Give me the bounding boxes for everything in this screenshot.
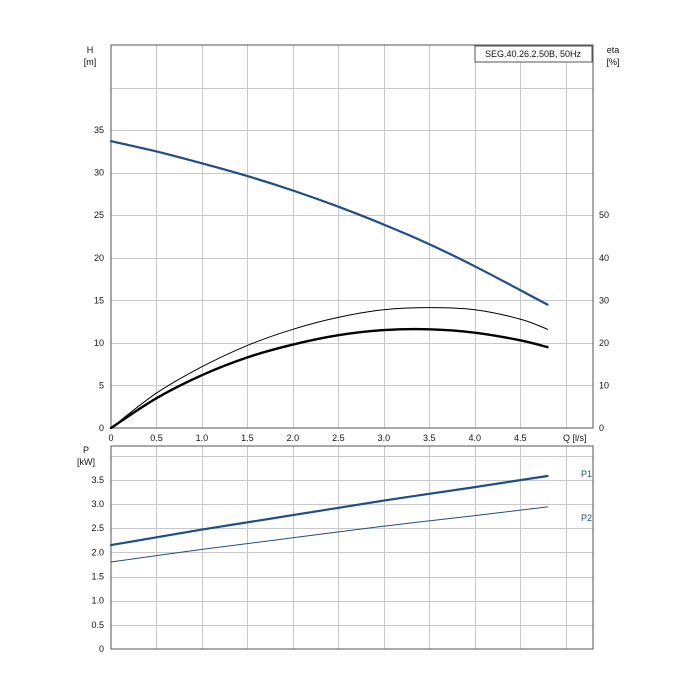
power-tick-label: 2.5 xyxy=(91,523,104,533)
eta-tick-label: 30 xyxy=(599,295,609,305)
p2-series-label: P2 xyxy=(581,513,592,523)
head-tick-label: 15 xyxy=(94,295,104,305)
head-tick-label: 35 xyxy=(94,125,104,135)
eta-tick-label: 0 xyxy=(599,423,604,433)
head-tick-label: 10 xyxy=(94,338,104,348)
eta-tick-label: 10 xyxy=(599,380,609,390)
power-axis-unit: [kW] xyxy=(77,457,95,467)
x-tick-label: 1.5 xyxy=(241,433,254,443)
x-tick-label: 3.5 xyxy=(423,433,436,443)
p1-power-curve xyxy=(109,474,549,547)
eta-tick-label: 40 xyxy=(599,253,609,263)
head-tick-label: 0 xyxy=(99,423,104,433)
power-tick-label: 3.0 xyxy=(91,499,104,509)
x-tick-label: 4.5 xyxy=(514,433,527,443)
eta-tick-label: 50 xyxy=(599,210,609,220)
bottom-chart-grid xyxy=(111,446,593,649)
x-tick-label: 3.0 xyxy=(378,433,391,443)
p2-power-curve xyxy=(110,506,548,563)
head-curve xyxy=(109,140,549,306)
x-tick-label: 2.5 xyxy=(332,433,345,443)
flow-axis-label: Q [l/s] xyxy=(563,433,587,443)
bottom-chart-series xyxy=(109,474,549,563)
power-tick-label: 0.5 xyxy=(91,620,104,630)
efficiency-curve-thin xyxy=(110,307,548,429)
eta-tick-label: 20 xyxy=(599,338,609,348)
p1-series-label: P1 xyxy=(581,469,592,479)
head-tick-label: 20 xyxy=(94,253,104,263)
x-tick-label: 2.0 xyxy=(287,433,300,443)
model-label-box xyxy=(474,45,593,63)
top-chart-ticks: 0 0.5 1.0 1.5 2.0 2.5 3.0 3.5 4.0 4.5 0 5 10 15 20 25 30… xyxy=(94,125,609,443)
power-tick-label: 1.0 xyxy=(91,596,104,606)
model-label: SEG.40.26.2.50B, 50Hz xyxy=(485,49,582,59)
efficiency-curve-thick xyxy=(109,327,549,430)
bottom-chart-frame xyxy=(110,445,594,650)
x-tick-label: 4.0 xyxy=(469,433,482,443)
top-chart-series xyxy=(109,140,549,430)
head-tick-label: 5 xyxy=(99,380,104,390)
x-tick-label: 1.0 xyxy=(196,433,209,443)
head-axis-unit: [m] xyxy=(84,57,97,67)
power-tick-label: 0 xyxy=(99,644,104,654)
eta-axis-label: eta xyxy=(607,45,620,55)
power-tick-label: 3.5 xyxy=(91,475,104,485)
head-axis-label: H xyxy=(87,45,94,55)
power-tick-label: 2.0 xyxy=(91,547,104,557)
eta-axis-unit: [%] xyxy=(606,57,619,67)
x-tick-label: 0.5 xyxy=(150,433,163,443)
power-axis-label: P xyxy=(83,445,89,455)
power-tick-label: 1.5 xyxy=(91,572,104,582)
bottom-chart-ticks: 0 0.5 1.0 1.5 2.0 2.5 3.0 3.5 xyxy=(91,475,104,654)
top-chart-frame xyxy=(110,44,594,429)
x-tick-label: 0 xyxy=(108,433,113,443)
head-tick-label: 25 xyxy=(94,210,104,220)
top-chart-grid xyxy=(111,45,593,428)
head-tick-label: 30 xyxy=(94,168,104,178)
